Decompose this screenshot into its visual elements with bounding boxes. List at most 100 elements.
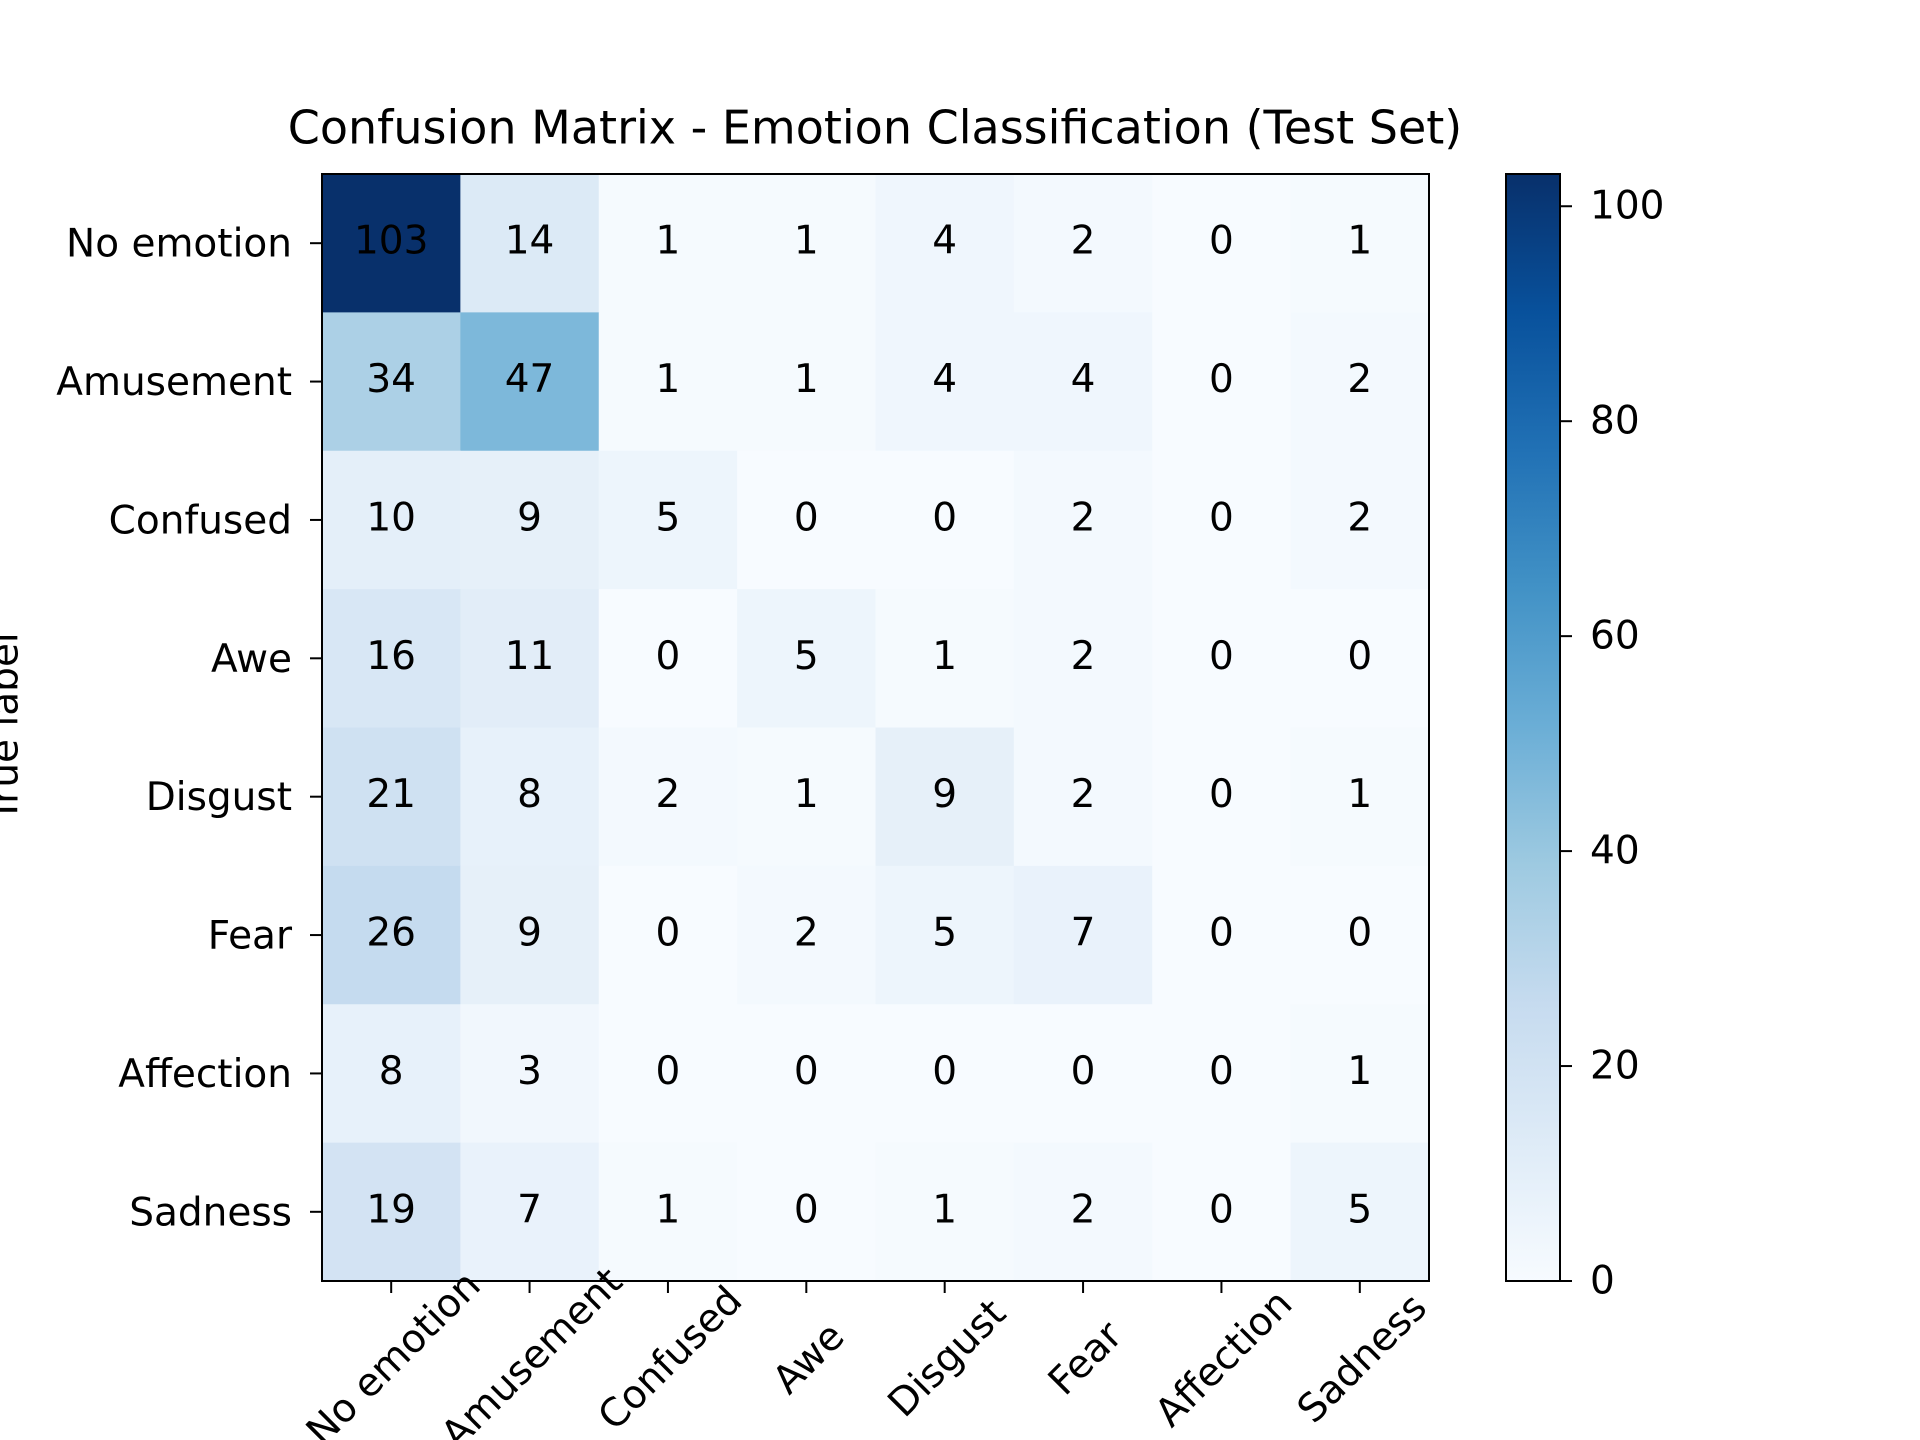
cell-label: 0	[1209, 495, 1234, 540]
heatmap-cell	[1013, 865, 1153, 1005]
cell-label: 2	[1347, 357, 1372, 402]
y-axis-label: True label	[0, 632, 28, 823]
heatmap-cell	[737, 865, 876, 1005]
heatmap-cell	[322, 450, 461, 590]
cell-label: 9	[932, 772, 957, 817]
heatmap-cell	[875, 1142, 1015, 1282]
heatmap-cell	[322, 1004, 461, 1144]
heatmap-cell	[322, 312, 461, 452]
heatmap-cell	[875, 312, 1015, 452]
heatmap-cell	[1290, 727, 1430, 867]
heatmap-cell	[1013, 589, 1153, 728]
heatmap-cell	[1013, 450, 1153, 590]
heatmap-cell	[737, 589, 876, 728]
heatmap-cell	[737, 1142, 876, 1282]
heatmap-cell	[1152, 727, 1292, 867]
cell-label: 2	[1071, 495, 1096, 540]
heatmap-cell	[460, 865, 600, 1005]
cell-label: 10	[366, 495, 416, 540]
cell-label: 0	[794, 495, 819, 540]
heatmap-cell	[1013, 1004, 1153, 1144]
heatmap-cell	[598, 450, 738, 590]
heatmap-cell	[1152, 312, 1292, 452]
cell-label: 1	[794, 772, 819, 817]
heatmap-cell	[598, 312, 738, 452]
heatmap-cell	[460, 450, 600, 590]
cell-label: 2	[1071, 219, 1096, 264]
cell-label: 0	[1071, 1049, 1096, 1094]
cell-label: 2	[1347, 495, 1372, 540]
heatmap-cell	[1013, 727, 1153, 867]
heatmap-cell	[1152, 174, 1292, 313]
cell-label: 0	[1209, 1049, 1234, 1094]
colorbar-tick-label: 40	[1590, 829, 1640, 874]
cell-label: 5	[1347, 1187, 1372, 1232]
y-tick-label: Fear	[208, 914, 293, 959]
cell-label: 16	[366, 634, 416, 679]
heatmap-cell	[460, 174, 600, 313]
heatmap-cell	[1152, 589, 1292, 728]
cell-label: 14	[505, 219, 555, 264]
chart-title: Confusion Matrix - Emotion Classificatio…	[288, 101, 1462, 155]
cell-label: 7	[1071, 911, 1096, 956]
cell-label: 19	[366, 1187, 416, 1232]
cell-label: 2	[794, 911, 819, 956]
heatmap-cell	[1290, 1004, 1430, 1144]
colorbar	[1505, 173, 1561, 1282]
heatmap-cell	[875, 865, 1015, 1005]
cell-label: 47	[505, 357, 555, 402]
cell-label: 103	[354, 219, 428, 264]
cell-label: 1	[794, 357, 819, 402]
heatmap-cell	[1013, 312, 1153, 452]
cell-label: 1	[932, 1187, 957, 1232]
y-tick-label: Amusement	[56, 360, 292, 405]
cell-label: 0	[932, 1049, 957, 1094]
cell-label: 0	[656, 1049, 681, 1094]
cell-label: 0	[1347, 911, 1372, 956]
cell-label: 2	[656, 772, 681, 817]
heatmap-cell	[875, 727, 1015, 867]
cell-label: 0	[932, 495, 957, 540]
cell-label: 0	[1209, 911, 1234, 956]
cell-label: 0	[1209, 772, 1234, 817]
cell-label: 1	[1347, 1049, 1372, 1094]
heatmap-cell	[737, 1004, 876, 1144]
heatmap-cell	[460, 727, 600, 867]
cell-label: 5	[656, 495, 681, 540]
cell-label: 0	[794, 1049, 819, 1094]
cell-label: 21	[366, 772, 416, 817]
cell-label: 1	[932, 634, 957, 679]
cell-label: 1	[1347, 219, 1372, 264]
cell-label: 0	[794, 1187, 819, 1232]
heatmap-cell	[460, 312, 600, 452]
heatmap-cell	[598, 174, 738, 313]
cell-label: 0	[1347, 634, 1372, 679]
cell-label: 0	[656, 911, 681, 956]
y-tick-label: Sadness	[129, 1190, 292, 1235]
cell-label: 5	[932, 911, 957, 956]
heatmap-cell	[598, 727, 738, 867]
cell-label: 1	[656, 357, 681, 402]
cell-label: 0	[1209, 1187, 1234, 1232]
heatmap-cell	[1290, 589, 1430, 728]
cell-label: 7	[517, 1187, 542, 1232]
y-tick-label: Disgust	[146, 775, 292, 820]
heatmap-cell	[737, 174, 876, 313]
heatmap-cell	[598, 589, 738, 728]
heatmap-cell	[598, 1004, 738, 1144]
cell-label: 4	[932, 357, 957, 402]
heatmap-cell	[1290, 450, 1430, 590]
heatmap-cell	[460, 1004, 600, 1144]
colorbar-tick-label: 60	[1590, 614, 1640, 659]
cell-label: 2	[1071, 772, 1096, 817]
heatmap-cell	[1290, 865, 1430, 1005]
y-tick-label: Awe	[211, 637, 292, 682]
heatmap-cell	[875, 174, 1015, 313]
heatmap-cell	[737, 312, 876, 452]
cell-label: 0	[1209, 634, 1234, 679]
heatmap-cell	[1152, 1142, 1292, 1282]
plot-frame	[321, 173, 1430, 1282]
heatmap-cell	[1152, 1004, 1292, 1144]
